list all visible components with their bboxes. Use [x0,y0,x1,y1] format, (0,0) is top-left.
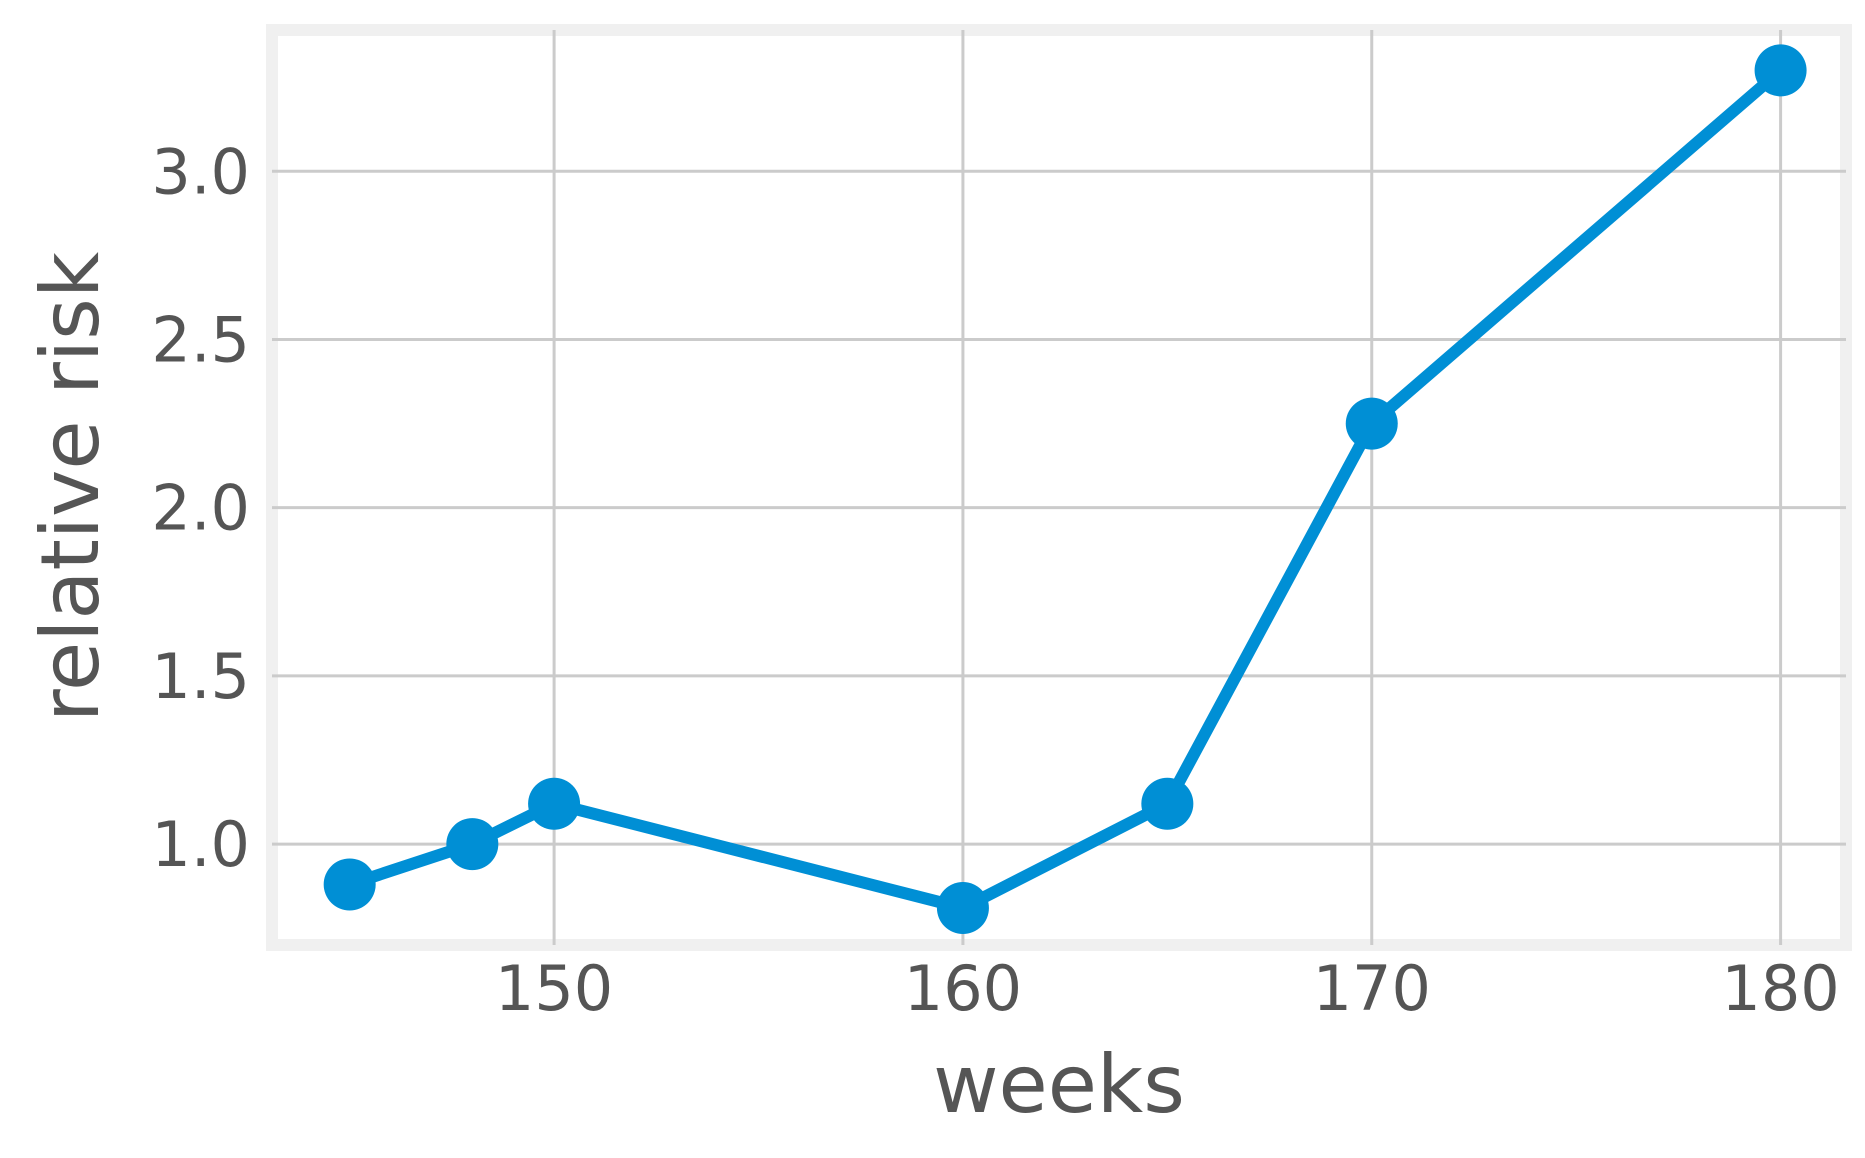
y-tick-label: 3.0 [151,135,250,208]
grid-lines [272,30,1846,945]
data-point [446,818,499,871]
x-tick-label: 180 [1721,952,1839,1025]
data-point [323,858,376,911]
x-axis-label: weeks [933,1038,1185,1131]
data-point [1141,777,1194,830]
y-tick-label: 2.0 [151,472,250,545]
plot-frame [266,24,1852,951]
data-series [323,44,1807,934]
x-tick-label: 170 [1313,952,1431,1025]
data-point [528,777,581,830]
x-tick-labels: 150 160 170 180 [495,952,1840,1025]
data-point [1754,44,1807,97]
y-axis-label: relative risk [24,251,117,722]
y-tick-label: 1.5 [151,640,250,713]
data-point [1345,397,1398,450]
y-tick-labels: 1.0 1.5 2.0 2.5 3.0 [151,135,250,881]
data-point [936,881,989,934]
y-tick-label: 1.0 [151,808,250,881]
x-tick-label: 150 [495,952,613,1025]
y-tick-label: 2.5 [151,303,250,376]
x-tick-label: 160 [904,952,1022,1025]
